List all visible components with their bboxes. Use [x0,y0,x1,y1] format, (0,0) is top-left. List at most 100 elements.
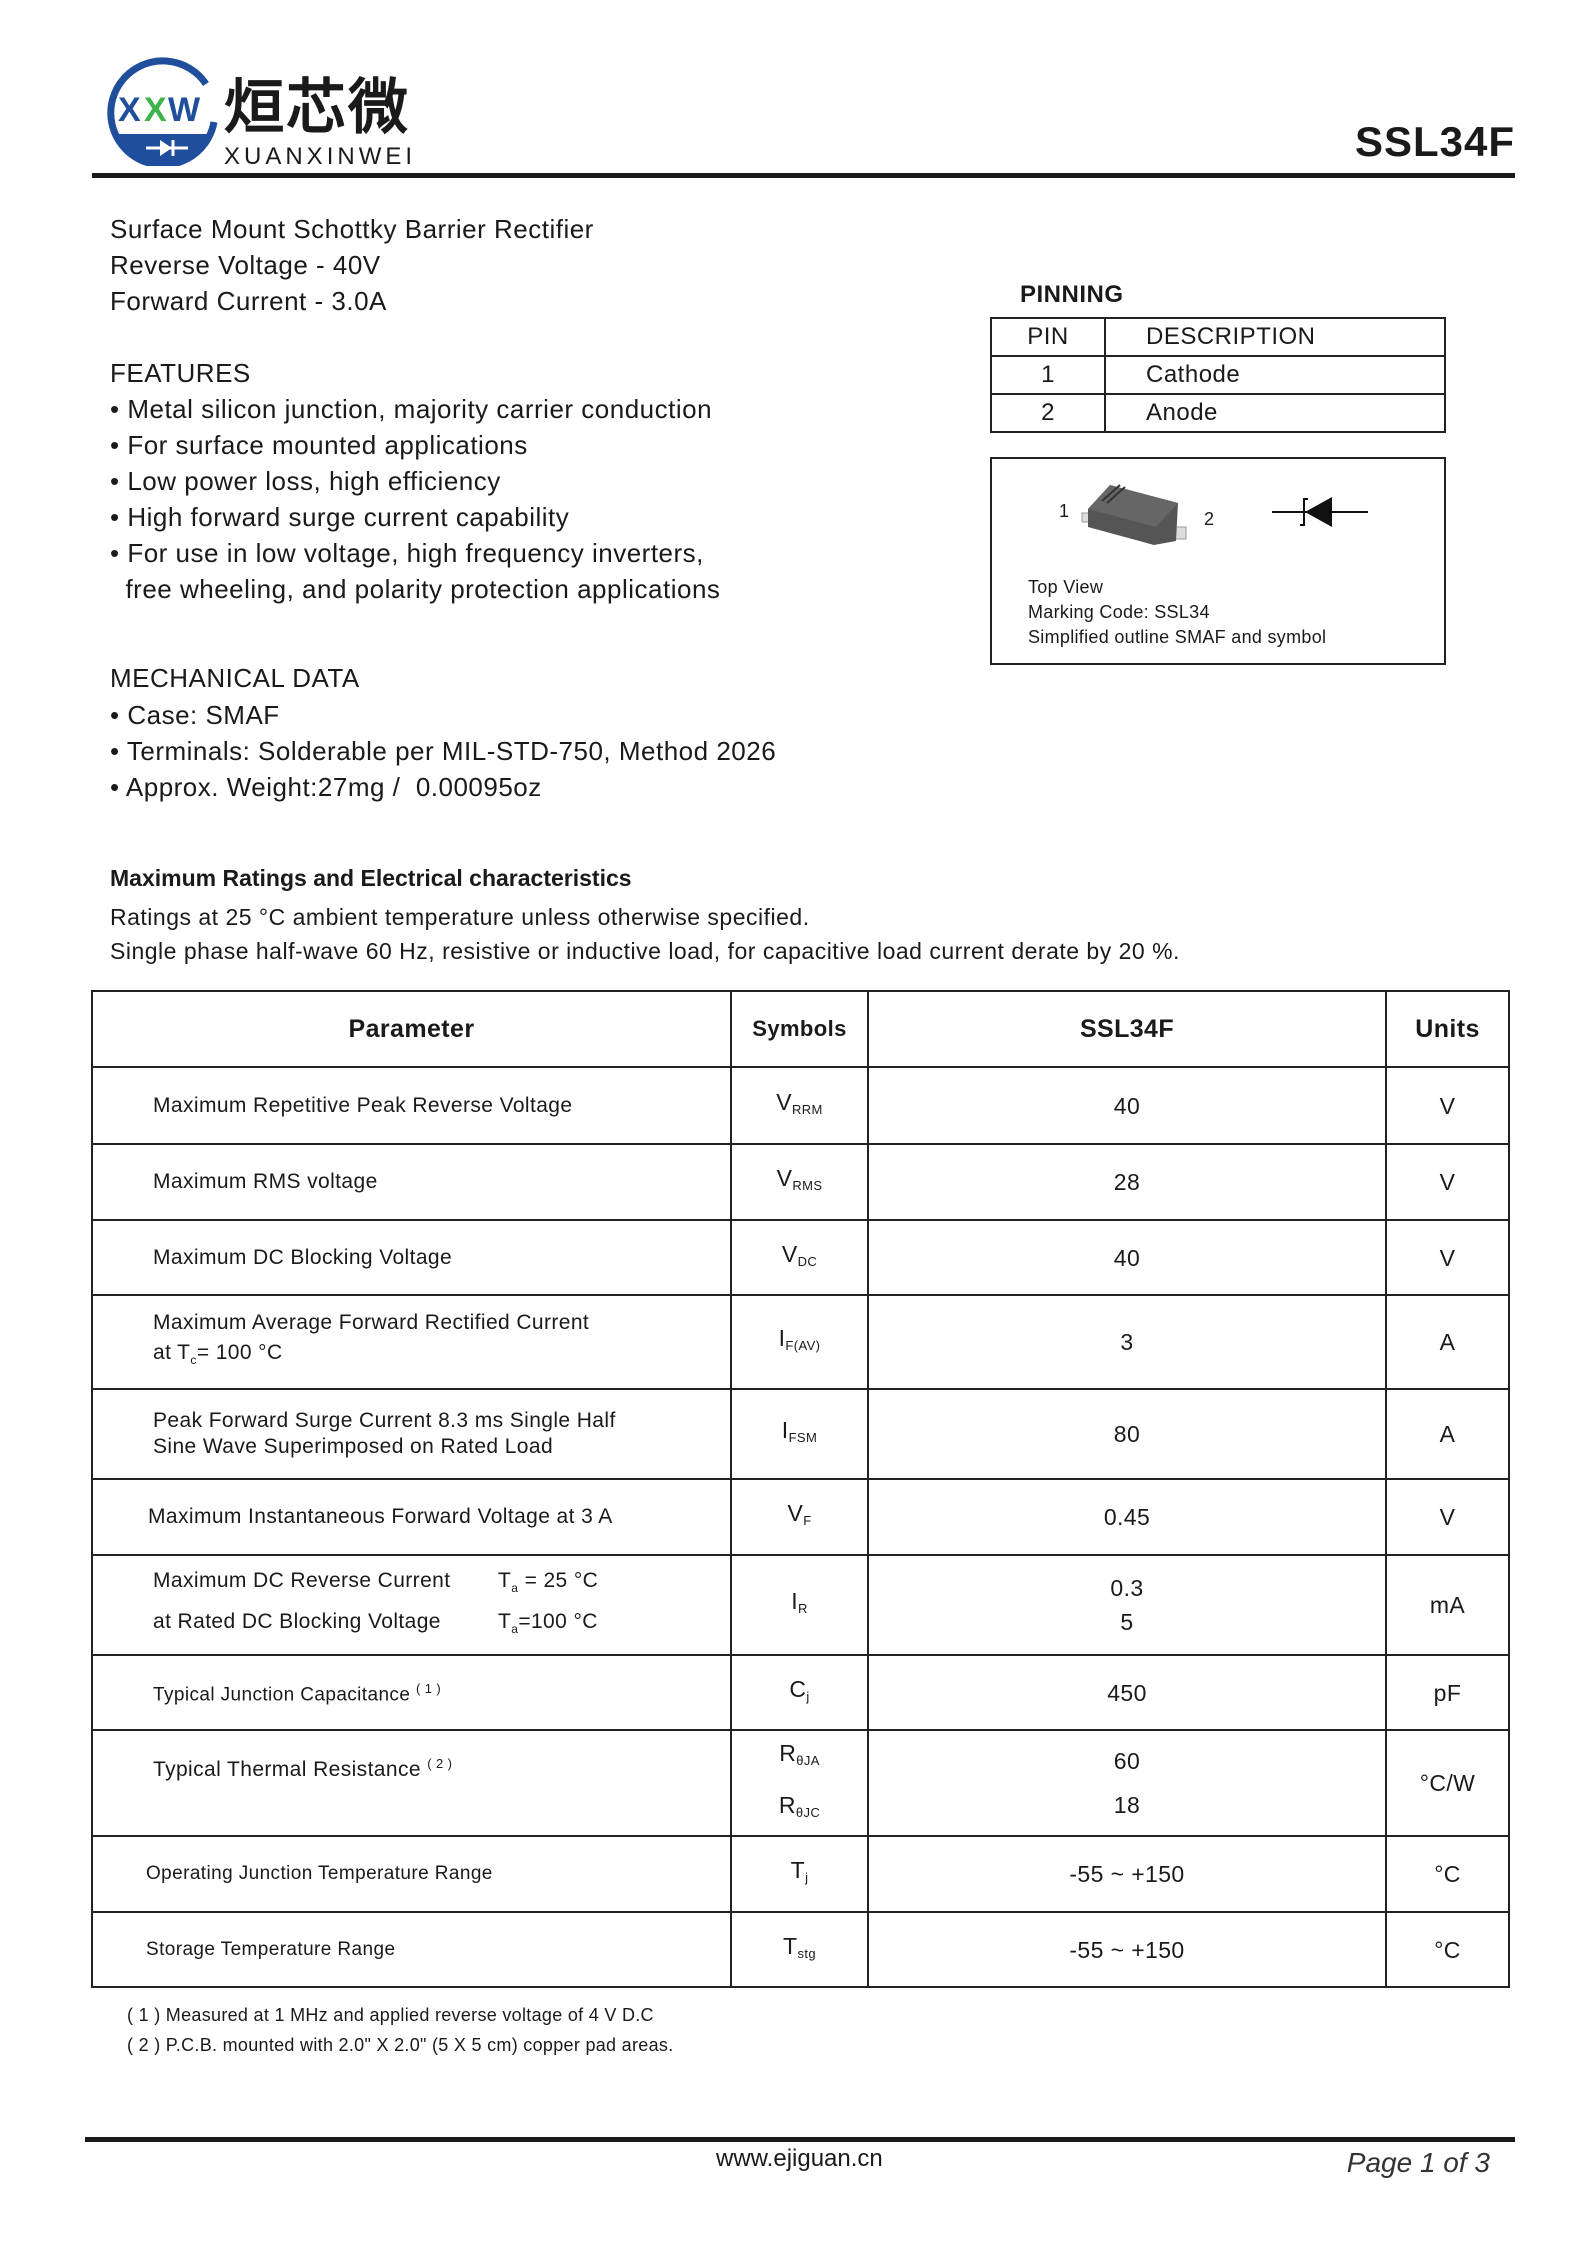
unit: V [1385,1143,1510,1221]
parameter: Storage Temperature Range [91,1911,732,1988]
page-number: Page 1 of 3 [1346,2147,1490,2178]
schottky-diode-symbol [1272,495,1368,536]
summary-line: Reverse Voltage - 40V [110,250,381,280]
table-header-row: Parameter Symbols SSL34F Units [91,990,1510,1068]
symbol: IF(AV) [730,1294,869,1390]
parameter: Maximum Average Forward Rectified Curren… [91,1294,732,1390]
unit: A [1385,1294,1510,1390]
table-row: Maximum Average Forward Rectified Curren… [91,1294,1510,1390]
table-row: Operating Junction Temperature Range Tj … [91,1835,1510,1913]
pin-description: Anode [1104,393,1446,433]
website-link[interactable]: www.ejiguan.cn [716,2145,883,2172]
value: 0.3 5 [867,1554,1387,1656]
feature-item: • Low power loss, high efficiency [110,466,501,496]
smaf-package-image [1080,479,1190,556]
table-row: Maximum RMS voltage VRMS 28 V [91,1143,1510,1221]
pin1-label: 1 [1059,501,1070,521]
value: 450 [867,1654,1387,1731]
value: 28 [867,1143,1387,1221]
unit: V [1385,1066,1510,1145]
value: 60 18 [867,1729,1387,1837]
reverse-current-line-1: Maximum DC Reverse Current Ta = 25 °C [153,1564,730,1605]
table-row: Storage Temperature Range Tstg -55 ~ +15… [91,1911,1510,1988]
package-diagram-box: 1 2 Top View Marking Code: SSL34 Simplif… [990,457,1446,665]
mechanical-item: • Approx. Weight:27mg / 0.00095oz [110,772,542,802]
condition-25c: Ta = 25 °C [498,1568,599,1595]
reverse-current-line-2: at Rated DC Blocking Voltage Ta=100 °C [153,1605,730,1646]
table-row: Maximum DC Reverse Current Ta = 25 °C at… [91,1554,1510,1656]
symbol: Tstg [730,1911,869,1988]
part-number-title: SSL34F [1354,118,1515,165]
summary-line: Surface Mount Schottky Barrier Rectifier [110,214,594,244]
value: 3 [867,1294,1387,1390]
feature-item: free wheeling, and polarity protection a… [110,574,721,604]
unit: pF [1385,1654,1510,1731]
pin2-label: 2 [1204,509,1215,529]
table-row: Maximum DC Blocking Voltage VDC 40 V [91,1219,1510,1296]
header-divider [92,173,1515,178]
table-row: Maximum Instantaneous Forward Voltage at… [91,1478,1510,1556]
feature-item: • For use in low voltage, high frequency… [110,538,704,568]
value: 40 [867,1219,1387,1296]
diagram-caption: Top View [1028,577,1104,597]
feature-item: • For surface mounted applications [110,430,528,460]
features-heading: FEATURES [110,358,251,388]
pinning-heading: PINNING [1020,281,1124,308]
condition-100c: Ta=100 °C [498,1610,598,1637]
mechanical-item: • Case: SMAF [110,700,280,730]
footer-divider [85,2137,1515,2142]
symbol: VF [730,1478,869,1556]
ratings-table: Parameter Symbols SSL34F Units Maximum R… [91,990,1510,1988]
symbol: Cj [730,1654,869,1731]
value: 0.45 [867,1478,1387,1556]
svg-text:X: X [118,91,141,129]
logo-latin-name: XUANXINWEI [224,143,417,170]
value: 80 [867,1388,1387,1480]
value: -55 ~ +150 [867,1911,1387,1988]
pin-description: Cathode [1104,355,1446,395]
pin-row: 1 Cathode [990,355,1446,395]
mechanical-heading: MECHANICAL DATA [110,663,360,693]
symbol: RθJA RθJC [730,1729,869,1837]
diagram-caption: Simplified outline SMAF and symbol [1028,627,1327,647]
parameter: Typical Junction Capacitance ( 1 ) [91,1654,732,1731]
parameter: Peak Forward Surge Current 8.3 ms Single… [91,1388,732,1480]
symbol: IFSM [730,1388,869,1480]
svg-text:X: X [144,91,167,129]
pin-number: 1 [990,355,1106,395]
pin-row: 2 Anode [990,393,1446,433]
ratings-heading: Maximum Ratings and Electrical character… [110,865,632,891]
unit: V [1385,1478,1510,1556]
table-row: Maximum Repetitive Peak Reverse Voltage … [91,1066,1510,1145]
pin-header: PIN [990,317,1106,357]
symbol: Tj [730,1835,869,1913]
footnote: ( 1 ) Measured at 1 MHz and applied reve… [127,2005,654,2025]
table-row: Typical Thermal Resistance ( 2 ) RθJA RθJ… [91,1729,1510,1837]
unit: °C [1385,1911,1510,1988]
pinning-table: PIN DESCRIPTION 1 Cathode 2 Anode [990,317,1446,433]
feature-item: • High forward surge current capability [110,502,570,532]
value: 40 [867,1066,1387,1145]
parameter: Maximum RMS voltage [91,1143,732,1221]
symbol: VRRM [730,1066,869,1145]
ratings-note: Ratings at 25 °C ambient temperature unl… [110,904,810,930]
diagram-caption: Marking Code: SSL34 [1028,602,1210,622]
symbol: IR [730,1554,869,1656]
summary-line: Forward Current - 3.0A [110,286,387,316]
header-symbols: Symbols [730,990,869,1068]
parameter: Maximum Repetitive Peak Reverse Voltage [91,1066,732,1145]
header-parameter: Parameter [91,990,732,1068]
table-row: Typical Junction Capacitance ( 1 ) Cj 45… [91,1654,1510,1731]
description-header: DESCRIPTION [1104,317,1446,357]
svg-text:W: W [168,91,201,129]
ratings-note: Single phase half-wave 60 Hz, resistive … [110,938,1180,964]
unit: A [1385,1388,1510,1480]
symbol: VRMS [730,1143,869,1221]
pin-table-header: PIN DESCRIPTION [990,317,1446,357]
table-row: Peak Forward Surge Current 8.3 ms Single… [91,1388,1510,1480]
parameter: Maximum DC Reverse Current Ta = 25 °C at… [91,1554,732,1656]
parameter: Maximum DC Blocking Voltage [91,1219,732,1296]
header-units: Units [1385,990,1510,1068]
unit: V [1385,1219,1510,1296]
mechanical-item: • Terminals: Solderable per MIL-STD-750,… [110,736,777,766]
